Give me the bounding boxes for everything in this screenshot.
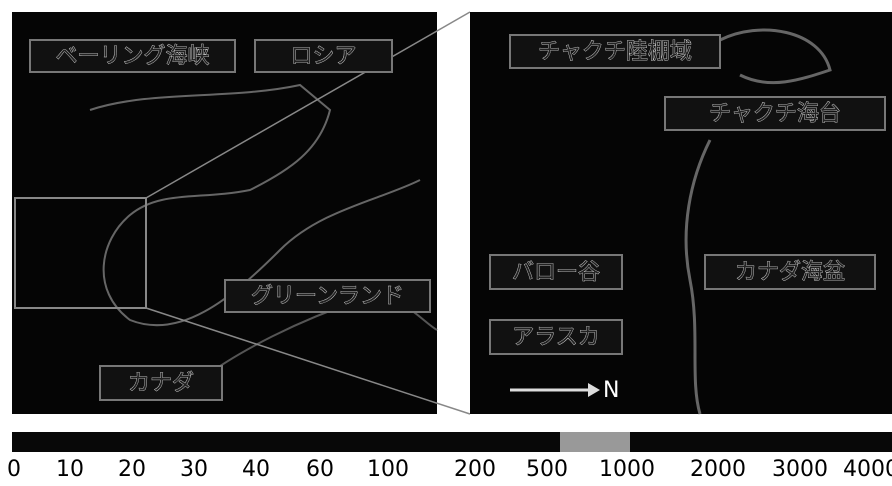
map-label: カナダ海盆 — [735, 260, 845, 285]
colorbar — [12, 432, 892, 452]
map-label: ロシア — [290, 44, 356, 69]
map-label: グリーンランド — [251, 284, 404, 309]
colorbar-tick-label: 3000 — [772, 457, 828, 482]
colorbar-tick-label: 60 — [306, 457, 334, 482]
map-label: アラスカ — [512, 325, 600, 350]
figure: N ベーリング海峡 ロシアグリーンランドカナダ チャクチ陸棚域チャクチ海台バロー谷 カ… — [0, 0, 892, 486]
colorbar-tick-label: 200 — [454, 457, 496, 482]
colorbar-tick-label: 1000 — [599, 457, 655, 482]
colorbar-tick-label: 40 — [242, 457, 270, 482]
colorbar-tick-label: 30 — [180, 457, 208, 482]
north-label: N — [603, 378, 619, 403]
colorbar-tick-label: 100 — [367, 457, 409, 482]
colorbar-band — [560, 432, 630, 452]
map-label: チャクチ海台 — [709, 102, 841, 127]
colorbar-tick-label: 4000 — [843, 457, 892, 482]
map-label: バロー谷 — [512, 260, 600, 285]
map-label: チャクチ陸棚域 — [538, 40, 692, 65]
colorbar-tick-label: 10 — [56, 457, 84, 482]
map-label: カナダ — [128, 371, 194, 396]
colorbar-tick-label: 0 — [7, 457, 21, 482]
colorbar-tick-label: 500 — [526, 457, 568, 482]
colorbar-tick-label: 20 — [118, 457, 146, 482]
colorbar-tick-label: 2000 — [690, 457, 746, 482]
map-label: ベーリング海峡 — [55, 44, 209, 69]
